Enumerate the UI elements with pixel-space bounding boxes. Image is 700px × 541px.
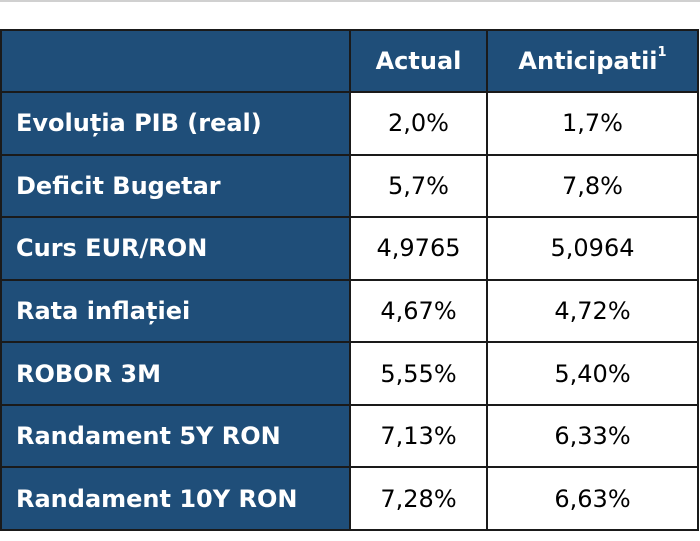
table-row: Randament 5Y RON 7,13% 6,33% bbox=[0, 403, 699, 469]
cell-anticipated: 5,0964 bbox=[486, 216, 699, 281]
table-row: Evoluția PIB (real) 2,0% 1,7% bbox=[0, 91, 699, 156]
table-row: ROBOR 3M 5,55% 5,40% bbox=[0, 341, 699, 406]
indicators-table: Actual Anticipatii1 Evoluția PIB (real) … bbox=[0, 29, 699, 531]
header-corner bbox=[0, 29, 351, 93]
header-anticipated-label: Anticipatii bbox=[518, 47, 658, 75]
header-anticipated: Anticipatii1 bbox=[486, 29, 699, 93]
row-label: Randament 5Y RON bbox=[0, 403, 351, 469]
row-label: ROBOR 3M bbox=[0, 341, 351, 406]
cell-anticipated: 6,63% bbox=[486, 466, 699, 531]
cell-anticipated: 5,40% bbox=[486, 341, 699, 406]
indicators-table-container: Actual Anticipatii1 Evoluția PIB (real) … bbox=[0, 29, 699, 531]
cell-actual: 4,9765 bbox=[349, 216, 488, 281]
cell-anticipated: 6,33% bbox=[486, 403, 699, 469]
top-divider bbox=[0, 0, 700, 2]
header-anticipated-footnote: 1 bbox=[657, 45, 667, 60]
row-label: Randament 10Y RON bbox=[0, 466, 351, 531]
cell-actual: 4,67% bbox=[349, 278, 488, 344]
cell-actual: 5,7% bbox=[349, 153, 488, 219]
row-label: Rata inflației bbox=[0, 278, 351, 344]
row-label: Evoluția PIB (real) bbox=[0, 91, 351, 156]
table-row: Deficit Bugetar 5,7% 7,8% bbox=[0, 153, 699, 219]
row-label: Deficit Bugetar bbox=[0, 153, 351, 219]
table-row: Randament 10Y RON 7,28% 6,63% bbox=[0, 466, 699, 531]
header-actual: Actual bbox=[349, 29, 488, 93]
table-row: Curs EUR/RON 4,9765 5,0964 bbox=[0, 216, 699, 281]
cell-anticipated: 4,72% bbox=[486, 278, 699, 344]
cell-anticipated: 7,8% bbox=[486, 153, 699, 219]
row-label: Curs EUR/RON bbox=[0, 216, 351, 281]
cell-actual: 5,55% bbox=[349, 341, 488, 406]
table-row: Rata inflației 4,67% 4,72% bbox=[0, 278, 699, 344]
cell-actual: 2,0% bbox=[349, 91, 488, 156]
cell-actual: 7,13% bbox=[349, 403, 488, 469]
cell-anticipated: 1,7% bbox=[486, 91, 699, 156]
cell-actual: 7,28% bbox=[349, 466, 488, 531]
header-row: Actual Anticipatii1 bbox=[0, 29, 699, 93]
